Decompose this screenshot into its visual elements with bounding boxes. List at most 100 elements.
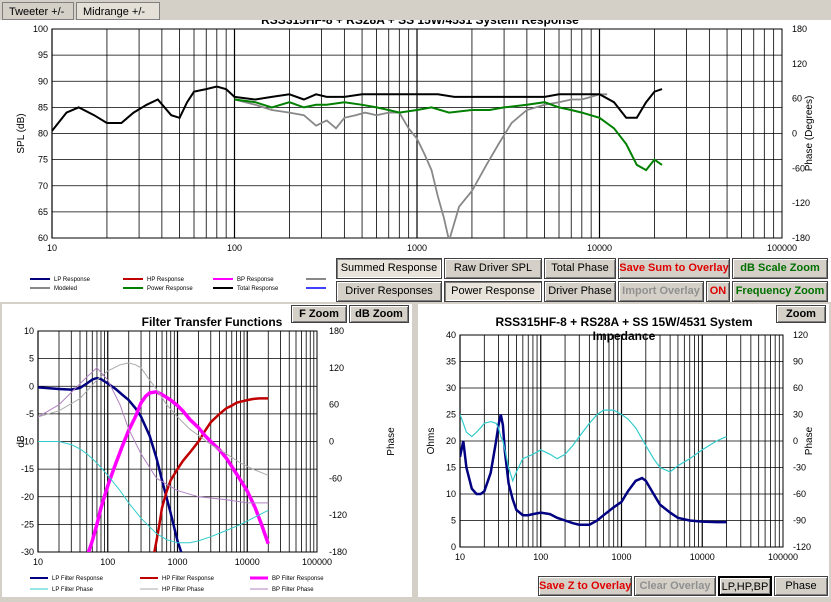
y-tick-label: 0 [29, 381, 34, 391]
clear-overlay-button[interactable]: Clear Overlay [634, 576, 716, 596]
y-tick-label: 25 [446, 410, 456, 420]
y2-tick-label: 90 [793, 357, 803, 367]
phase-button[interactable]: Phase [774, 576, 828, 596]
save-z-overlay-button[interactable]: Save Z to Overlay [538, 576, 632, 596]
impedance-zoom-button[interactable]: Zoom [776, 305, 826, 323]
system-response-panel: 60 65 70 75 80 85 90 95 100 -180 -120 -60 0 60 120 180 1… [0, 13, 831, 302]
legend-label: HP Filter Response [162, 576, 215, 582]
y2-tick-label: 180 [329, 326, 344, 336]
y2-tick-label: 0 [793, 436, 798, 446]
y2-tick-label: -120 [793, 542, 811, 552]
x-tick-label: 10000 [690, 552, 715, 562]
y2-tick-label: 60 [793, 383, 803, 393]
legend-label: BP Filter Response [272, 576, 324, 582]
y2-tick-label: 120 [792, 59, 807, 69]
legend-label: LP Filter Phase [52, 587, 94, 593]
y-tick-label: 90 [38, 76, 48, 86]
filter-panel: -30 -25 -20 -15 -10 -5 0 5 10 -180 -120 -60 0 60 120 18… [2, 304, 412, 597]
chart-title: RSS315HF-8 + RS28A + SS 15W/4531 System [495, 315, 752, 329]
series-modeled [234, 93, 608, 238]
y-axis-label: dB [16, 435, 27, 448]
frequency-zoom-button[interactable]: Frequency Zoom [732, 281, 828, 302]
y2-tick-label: 30 [793, 410, 803, 420]
y-tick-label: -15 [21, 464, 34, 474]
tab-midrange[interactable]: Midrange +/- [76, 2, 160, 20]
save-sum-to-overlay-button[interactable]: Save Sum to Overlay [618, 258, 730, 279]
y2-tick-label: 120 [793, 330, 808, 340]
x-tick-label: 100 [100, 557, 115, 567]
x-tick-label: 1000 [167, 557, 187, 567]
y-tick-label: 70 [38, 181, 48, 191]
x-tick-label: 1000 [611, 552, 631, 562]
y2-tick-label: 60 [792, 94, 802, 104]
series-lp-filter-response [38, 376, 183, 552]
series-bp-filter-phase [38, 367, 269, 504]
y2-axis-label: Phase [386, 427, 397, 456]
series-impedance [460, 414, 727, 526]
y-tick-label: 85 [38, 102, 48, 112]
raw-driver-spl-button[interactable]: Raw Driver SPL [444, 258, 542, 279]
legend-label: LP Filter Response [52, 576, 104, 582]
x-tick-label: 1000 [407, 243, 427, 253]
mode-lp-hp-bp-button[interactable]: LP,HP,BP [718, 576, 772, 596]
y-tick-label: 15 [446, 463, 456, 473]
y-tick-label: -20 [21, 492, 34, 502]
y2-axis-label: Phase (Degrees) [804, 96, 815, 172]
y2-tick-label: 0 [792, 129, 797, 139]
y-tick-label: 20 [446, 436, 456, 446]
on-button[interactable]: ON [706, 281, 730, 302]
y-tick-label: -5 [26, 409, 34, 419]
x-tick-label: 10 [33, 557, 43, 567]
y-axis-label: SPL (dB) [16, 113, 27, 153]
driver-phase-button[interactable]: Driver Phase [544, 281, 616, 302]
impedance-chart: 0 5 10 15 20 25 30 35 40 -120 -90 -60 -30 0 30 60 90 120 1… [426, 315, 815, 562]
series-bp-filter-response [86, 389, 270, 552]
y-tick-label: 5 [29, 354, 34, 364]
db-scale-zoom-button[interactable]: dB Scale Zoom [732, 258, 828, 279]
y-tick-label: 65 [38, 207, 48, 217]
chart-title: Filter Transfer Functions [142, 315, 283, 329]
db-zoom-button[interactable]: dB Zoom [349, 305, 409, 323]
y-axis-label: Ohms [426, 428, 437, 455]
y2-tick-label: 60 [329, 400, 339, 410]
f-zoom-button[interactable]: F Zoom [291, 305, 347, 323]
tab-tweeter[interactable]: Tweeter +/- [2, 2, 74, 20]
y2-tick-label: 0 [329, 437, 334, 447]
x-tick-label: 10000 [587, 243, 612, 253]
y2-tick-label: -180 [792, 233, 810, 243]
y-tick-label: 5 [451, 516, 456, 526]
chart-title: Impedance [593, 329, 656, 343]
driver-responses-button[interactable]: Driver Responses [336, 281, 442, 302]
impedance-panel: 0 5 10 15 20 25 30 35 40 -120 -90 -60 -30 0 30 60 90 120 1… [418, 304, 829, 597]
y2-tick-label: 180 [792, 24, 807, 34]
y2-tick-label: 120 [329, 363, 344, 373]
chart-title: RSS315HF-8 + RS28A + SS 15W/4531 System … [261, 20, 579, 27]
y-tick-label: 40 [446, 330, 456, 340]
y-tick-label: -25 [21, 519, 34, 529]
y2-tick-label: -30 [793, 463, 806, 473]
series-phase [460, 409, 727, 483]
summed-response-button[interactable]: Summed Response [336, 258, 442, 279]
x-tick-label: 10 [47, 243, 57, 253]
x-tick-label: 100000 [767, 243, 797, 253]
y2-tick-label: -60 [329, 473, 342, 483]
system-response-chart: 60 65 70 75 80 85 90 95 100 -180 -120 -60 0 60 120 180 1… [16, 13, 815, 292]
y2-tick-label: -120 [329, 510, 347, 520]
y-tick-label: 75 [38, 155, 48, 165]
y2-axis-label: Phase [804, 426, 815, 455]
series-hp-filter-phase [38, 362, 269, 476]
series-hp-filter-response [153, 397, 269, 552]
series-power-response [234, 98, 663, 172]
y-tick-label: 10 [446, 489, 456, 499]
legend-label: HP Response [147, 277, 185, 283]
import-overlay-button[interactable]: Import Overlay [618, 281, 704, 302]
filter-transfer-chart: -30 -25 -20 -15 -10 -5 0 5 10 -180 -120 -60 0 60 120 18… [16, 315, 397, 593]
y-tick-label: 30 [446, 383, 456, 393]
legend-label: BP Filter Phase [272, 587, 314, 593]
y-tick-label: 80 [38, 129, 48, 139]
y2-tick-label: -90 [793, 516, 806, 526]
y-tick-label: 10 [24, 326, 34, 336]
total-phase-button[interactable]: Total Phase [544, 258, 616, 279]
power-response-button[interactable]: Power Response [444, 281, 542, 302]
y2-tick-label: -60 [793, 489, 806, 499]
